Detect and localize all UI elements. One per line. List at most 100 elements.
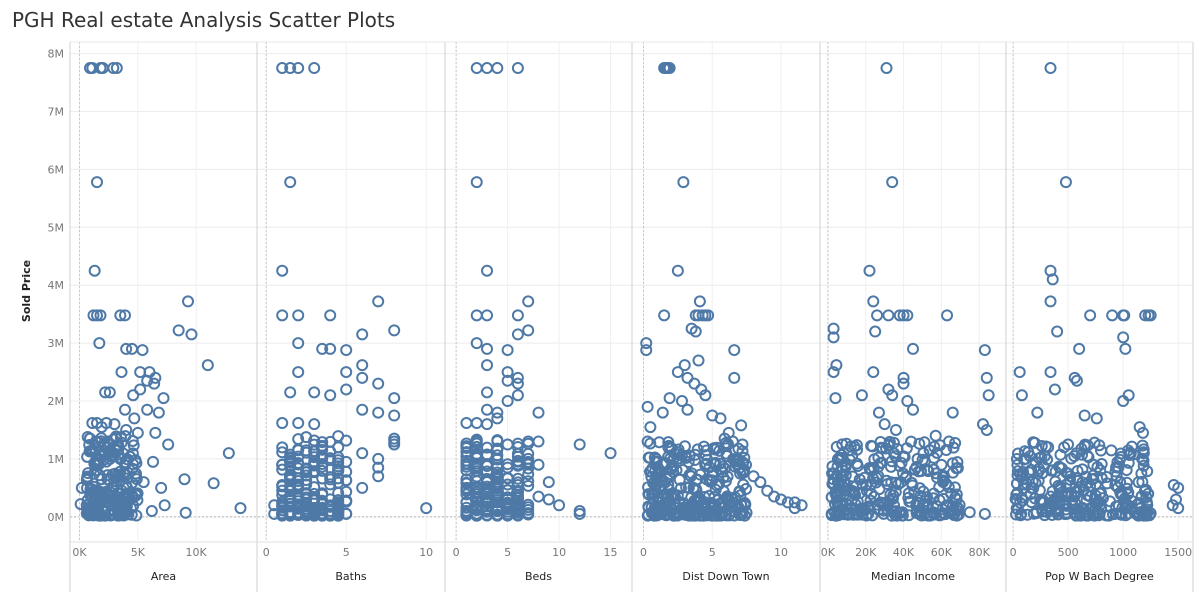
data-point (662, 450, 675, 463)
data-point (1136, 475, 1149, 488)
data-point (107, 62, 120, 75)
data-point (687, 483, 700, 496)
data-point (107, 480, 120, 493)
data-point (1087, 469, 1100, 482)
data-point (901, 395, 914, 408)
data-point (129, 454, 142, 467)
data-point (829, 392, 842, 405)
data-point (145, 505, 158, 518)
data-point (880, 442, 893, 455)
data-point (201, 359, 214, 372)
data-point (1137, 509, 1150, 522)
x-tick-label: 0 (263, 546, 270, 559)
data-point (470, 448, 483, 461)
data-point (907, 403, 919, 416)
data-point (882, 309, 895, 322)
data-point (324, 473, 337, 486)
data-point (1015, 389, 1028, 402)
data-point (91, 309, 103, 322)
data-point (688, 453, 701, 466)
data-point (651, 499, 664, 512)
data-point (781, 496, 794, 509)
data-point (460, 457, 473, 470)
data-point (308, 386, 321, 399)
data-point (324, 342, 337, 355)
x-tick-label: 5 (709, 546, 716, 559)
data-point (134, 383, 147, 396)
data-point (372, 452, 385, 465)
data-point (685, 467, 698, 480)
data-point (1135, 467, 1148, 480)
x-tick-label: 500 (1058, 546, 1079, 559)
data-point (775, 493, 787, 506)
data-point (491, 406, 504, 419)
data-point (372, 461, 385, 474)
data-point (292, 62, 305, 75)
data-point (1132, 497, 1145, 510)
data-point (388, 324, 401, 337)
data-point (918, 455, 931, 468)
data-point (980, 371, 993, 384)
data-point (300, 478, 313, 491)
data-point (885, 476, 898, 489)
data-point (907, 342, 919, 355)
data-point (1137, 454, 1150, 467)
data-point (137, 476, 150, 489)
data-point (1045, 464, 1058, 477)
data-point (1053, 482, 1066, 495)
data-point (1030, 506, 1043, 519)
data-point (641, 400, 654, 413)
data-point (93, 337, 106, 350)
data-point (734, 489, 747, 502)
data-point (292, 472, 305, 485)
data-point (1120, 498, 1133, 511)
data-point (158, 499, 171, 512)
data-point (982, 389, 995, 402)
data-point (522, 468, 535, 481)
data-point (308, 62, 321, 75)
x-tick-label: 5 (343, 546, 350, 559)
x-axis-label: Pop W Bach Degree (1045, 570, 1154, 583)
data-point (830, 359, 843, 372)
data-point (324, 435, 337, 448)
data-point (1105, 444, 1118, 457)
y-tick-label: 1M (48, 453, 65, 466)
data-point (292, 481, 305, 494)
data-point (929, 429, 942, 442)
data-point (663, 62, 676, 75)
y-tick-label: 6M (48, 163, 65, 176)
data-point (356, 447, 369, 460)
data-point (1013, 366, 1026, 379)
data-point (1078, 409, 1091, 422)
data-point (1044, 62, 1057, 75)
data-point (284, 484, 297, 497)
data-point (709, 443, 722, 456)
data-point (97, 492, 110, 505)
data-point (1060, 499, 1073, 512)
data-point (927, 492, 940, 505)
data-point (292, 309, 305, 322)
data-point (678, 359, 691, 372)
data-point (1095, 457, 1108, 470)
data-point (913, 437, 926, 450)
data-point (1048, 383, 1061, 396)
data-point (148, 377, 161, 390)
data-point (721, 490, 734, 503)
data-point (308, 481, 321, 494)
y-tick-label: 4M (48, 279, 65, 292)
data-point (889, 485, 902, 498)
data-point (284, 456, 297, 469)
data-point (682, 456, 695, 469)
data-point (714, 412, 727, 425)
data-point (157, 392, 170, 405)
data-point (511, 504, 524, 517)
data-point (308, 418, 321, 431)
data-point (640, 337, 653, 350)
data-point (481, 309, 494, 322)
data-point (681, 403, 694, 416)
data-point (1060, 466, 1073, 479)
data-point (1010, 453, 1023, 466)
data-point (1120, 476, 1133, 489)
data-point (88, 264, 101, 277)
data-point (481, 62, 494, 75)
